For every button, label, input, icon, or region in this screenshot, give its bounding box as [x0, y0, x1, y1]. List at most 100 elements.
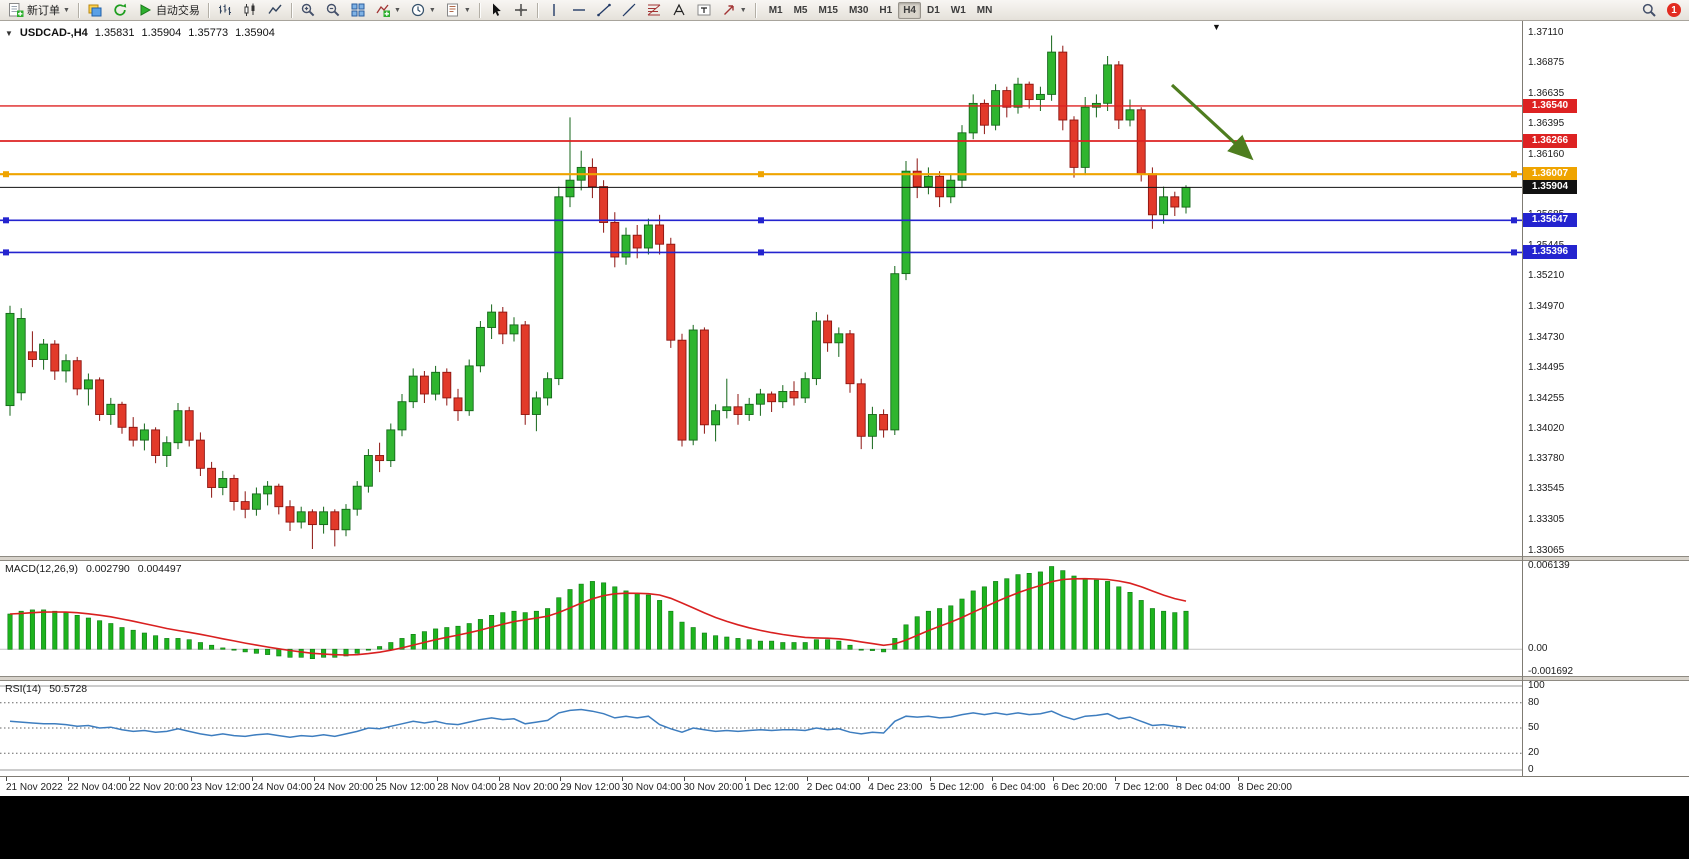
- timeframe-m15-button[interactable]: M15: [818, 4, 838, 16]
- macd-label: MACD(12,26,9) 0.002790 0.004497: [5, 563, 182, 575]
- price-axis[interactable]: 1.37110 1.36875 1.36635 1.36395 1.36160 1.359…: [1523, 25, 1689, 556]
- time-tick-label: 28 Nov 20:00: [498, 782, 559, 793]
- time-tick: [1053, 777, 1055, 781]
- price-chart-canvas[interactable]: [0, 25, 1522, 556]
- price-tick-label: 1.34495: [1528, 361, 1565, 373]
- rsi-value: 50.5728: [49, 683, 88, 695]
- new-order-label: 新订单: [27, 5, 60, 17]
- price-tick-label: 1.34970: [1528, 300, 1565, 312]
- timeframe-h1-button[interactable]: H1: [879, 4, 893, 16]
- time-tick-label: 22 Nov 04:00: [67, 782, 128, 793]
- rsi-label: RSI(14) 50.5728: [5, 683, 87, 695]
- timeframe-d1-button[interactable]: D1: [927, 4, 940, 16]
- price-badge: 1.36540: [1523, 98, 1577, 113]
- chart-shift-marker[interactable]: ▼: [1212, 22, 1221, 32]
- templates-button[interactable]: ▼: [441, 1, 475, 20]
- rsi-axis: 100 80 50 20 0: [1523, 680, 1689, 776]
- time-tick-label: 23 Nov 12:00: [190, 782, 251, 793]
- trendline-tool-button[interactable]: [592, 1, 616, 20]
- price-tick-label: 1.33545: [1528, 483, 1565, 495]
- price-tick-label: 1.36875: [1528, 57, 1565, 69]
- time-tick-label: 8 Dec 04:00: [1176, 782, 1231, 793]
- zoom-in-icon: [301, 3, 315, 17]
- price-badge: 1.35396: [1523, 245, 1577, 260]
- template-icon: [446, 3, 458, 17]
- tile-windows-button[interactable]: [346, 1, 370, 20]
- line-chart-button[interactable]: [263, 1, 287, 20]
- time-tick: [1176, 777, 1178, 781]
- arrows-tool-button[interactable]: ▼: [717, 1, 751, 20]
- time-tick: [868, 777, 870, 781]
- crosshair-tool-button[interactable]: [509, 1, 533, 20]
- bar-chart-button[interactable]: [213, 1, 237, 20]
- one-click-trading-collapse-icon[interactable]: ▼: [5, 28, 13, 38]
- fibonacci-tool-button[interactable]: [642, 1, 666, 20]
- price-badge: 1.36007: [1523, 167, 1577, 182]
- toolbar-separator: [536, 2, 538, 18]
- time-axis[interactable]: 21 Nov 2022 22 Nov 04:00 22 Nov 20:00 23 No…: [0, 776, 1689, 796]
- cursor-icon: [492, 3, 501, 16]
- time-tick: [252, 777, 254, 781]
- channel-icon: [622, 3, 636, 17]
- close-value: 1.35904: [235, 27, 275, 39]
- time-tick: [1114, 777, 1116, 781]
- crosshair-icon: [514, 4, 527, 16]
- timeframe-h4-button[interactable]: H4: [898, 1, 921, 19]
- text-label-tool-button[interactable]: [692, 1, 716, 20]
- fibonacci-icon: [647, 4, 661, 16]
- time-tick-label: 21 Nov 2022: [6, 782, 63, 793]
- macd-canvas[interactable]: [0, 561, 1522, 676]
- toolbar-right-cluster: 1: [1637, 1, 1685, 20]
- time-tick: [683, 777, 685, 781]
- indicators-button[interactable]: ▼: [371, 1, 405, 20]
- auto-trading-button[interactable]: 自动交易: [133, 1, 204, 20]
- notification-badge[interactable]: 1: [1667, 3, 1681, 17]
- time-tick: [67, 777, 69, 781]
- timeframe-m1-button[interactable]: M1: [768, 4, 783, 16]
- timeframe-m5-button[interactable]: M5: [793, 4, 808, 16]
- price-tick-label: 1.34730: [1528, 331, 1565, 343]
- hline-icon: [572, 9, 585, 11]
- periods-button[interactable]: ▼: [406, 1, 440, 20]
- search-button[interactable]: [1637, 1, 1661, 20]
- toolbar-separator: [754, 2, 756, 18]
- time-tick-label: 8 Dec 20:00: [1238, 782, 1292, 793]
- timeframe-m30-button[interactable]: M30: [848, 4, 869, 16]
- new-order-icon: [9, 3, 24, 17]
- price-tick-label: 1.33065: [1528, 544, 1565, 556]
- macd-tick-label: 0.006139: [1528, 559, 1570, 571]
- chevron-down-icon: ▼: [428, 6, 436, 14]
- search-icon: [1642, 3, 1656, 17]
- refresh-button[interactable]: [108, 1, 132, 20]
- price-badge: 1.36266: [1523, 134, 1577, 148]
- price-axis-separator: [1522, 21, 1523, 776]
- timeframe-w1-button[interactable]: W1: [950, 4, 966, 16]
- vertical-line-tool-button[interactable]: [542, 1, 566, 20]
- periods-icon: [411, 3, 424, 17]
- line-chart-icon: [268, 4, 282, 14]
- channel-tool-button[interactable]: [617, 1, 641, 20]
- auto-trading-label: 自动交易: [155, 5, 200, 17]
- rsi-name: RSI(14): [5, 683, 42, 695]
- time-tick: [375, 777, 377, 781]
- horizontal-line-tool-button[interactable]: [567, 1, 591, 20]
- main-toolbar: 新订单 ▼ 自动交易: [0, 0, 1689, 21]
- macd-main-value: 0.002790: [85, 563, 130, 575]
- panel-splitter[interactable]: [0, 556, 1689, 561]
- chart-window: ▼ USDCAD-,H4 1.35831 1.35904 1.35773 1.3…: [0, 21, 1689, 796]
- text-tool-button[interactable]: [667, 1, 691, 20]
- time-tick: [498, 777, 500, 781]
- time-tick-label: 22 Nov 20:00: [129, 782, 189, 793]
- panel-splitter[interactable]: [0, 676, 1689, 681]
- timeframe-mn-button[interactable]: MN: [976, 4, 993, 16]
- zoom-out-button[interactable]: [321, 1, 345, 20]
- time-tick-label: 24 Nov 20:00: [314, 782, 374, 793]
- cursor-tool-button[interactable]: [484, 1, 508, 20]
- profiles-button[interactable]: [83, 1, 107, 20]
- time-tick: [6, 777, 7, 781]
- zoom-in-button[interactable]: [296, 1, 320, 20]
- new-order-button[interactable]: 新订单 ▼: [4, 1, 74, 20]
- candlestick-chart-button[interactable]: [238, 1, 262, 20]
- chevron-down-icon: ▼: [63, 6, 70, 14]
- rsi-canvas[interactable]: [0, 681, 1522, 776]
